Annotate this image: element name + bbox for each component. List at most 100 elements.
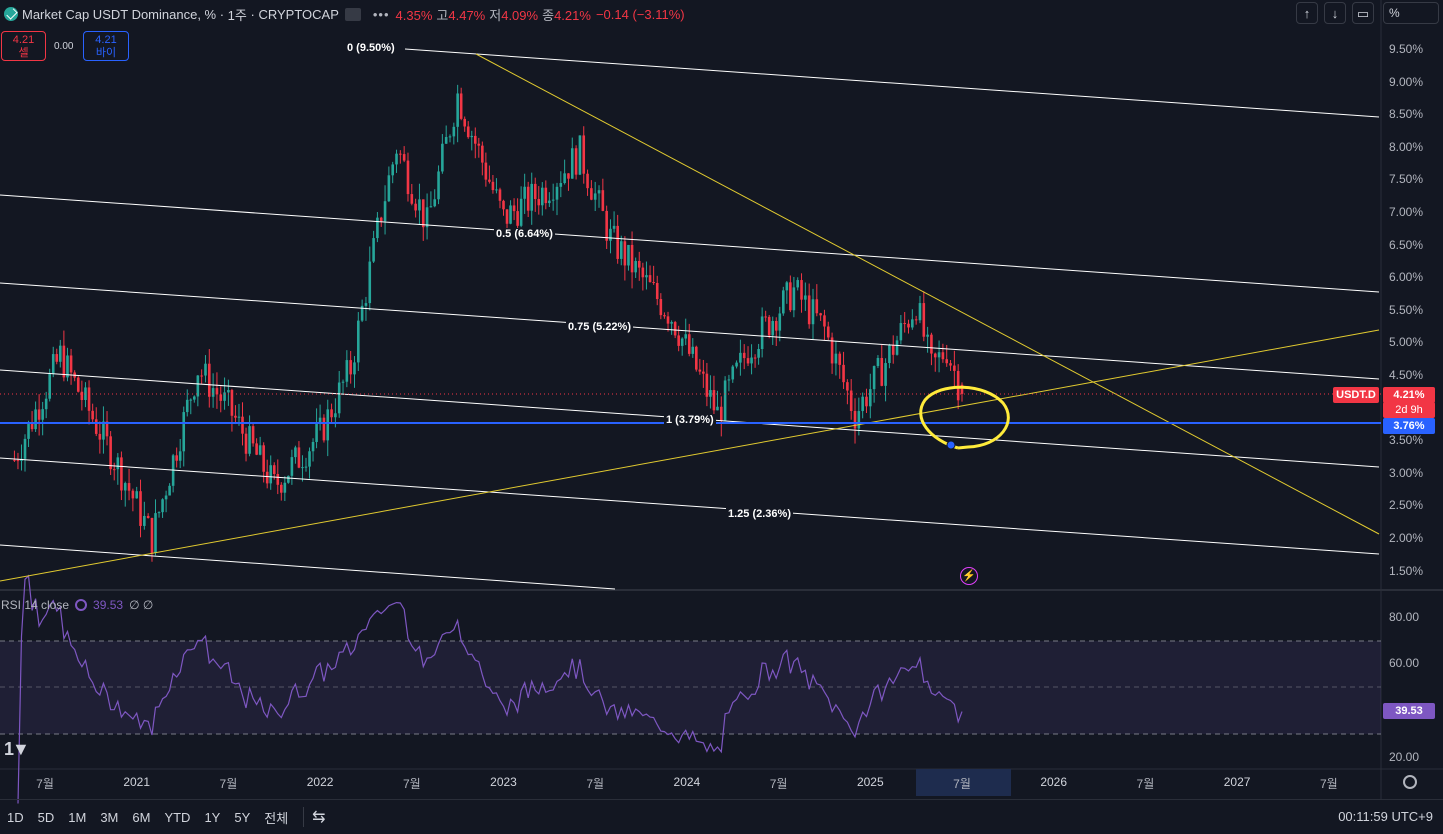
arrow-down-icon[interactable]: ↓ — [1324, 2, 1346, 24]
ascending-trendline[interactable] — [0, 329, 1380, 582]
candle — [109, 436, 112, 470]
candle — [519, 198, 523, 226]
ohlc-value: 4.21% — [554, 7, 591, 23]
candle — [230, 390, 234, 416]
candle — [98, 433, 102, 440]
flash-icon[interactable]: ⚡ — [960, 567, 978, 585]
candle — [789, 282, 792, 311]
candle — [330, 409, 333, 418]
candle — [530, 183, 534, 211]
tradingview-logo-icon[interactable]: 1▼ — [4, 739, 30, 759]
candle — [605, 210, 608, 241]
candle — [204, 363, 207, 376]
candle — [23, 438, 27, 459]
rsi-tick: 20.00 — [1389, 750, 1420, 764]
candle — [582, 135, 586, 174]
time-tick-year: 2024 — [673, 775, 701, 789]
range-button-3m[interactable]: 3M — [100, 809, 119, 825]
sell-button[interactable]: 4.21 셀 — [1, 31, 46, 61]
candle — [62, 345, 66, 378]
range-button-1y[interactable]: 1Y — [204, 809, 221, 825]
range-button-5y[interactable]: 5Y — [234, 809, 251, 825]
buy-button[interactable]: 4.21 바이 — [83, 31, 129, 61]
symbol-legend[interactable]: Market Cap USDT Dominance, % · 1주 · CRYP… — [4, 5, 685, 23]
candle — [105, 421, 109, 437]
candle — [429, 206, 433, 208]
candle — [903, 323, 906, 325]
candle — [215, 388, 219, 395]
rsi-value: 39.53 — [93, 598, 124, 612]
candle — [823, 315, 826, 327]
rsi-legend[interactable]: RSI 14 close 39.53 ∅ ∅ — [1, 598, 153, 612]
settings-gear-icon[interactable] — [1403, 775, 1417, 789]
candle — [872, 366, 876, 390]
candle — [94, 419, 98, 434]
range-button-6m[interactable]: 6M — [132, 809, 151, 825]
fib-line-0[interactable] — [404, 48, 1380, 118]
candle — [627, 244, 630, 266]
fib-line-125[interactable] — [0, 457, 1380, 555]
rsi-tick: 60.00 — [1389, 656, 1420, 670]
price-tick: 5.50% — [1389, 302, 1424, 317]
symbol-tag: USDT.D — [1333, 387, 1379, 403]
interval-label[interactable]: 1주 — [227, 7, 247, 23]
range-button-1d[interactable]: 1D — [7, 809, 24, 825]
fib-line-15[interactable] — [0, 544, 616, 590]
candle — [123, 483, 127, 491]
source-label[interactable]: CRYPTOCAP — [258, 6, 339, 22]
descending-trendline[interactable] — [475, 53, 1380, 535]
candle — [926, 334, 929, 337]
time-tick-year: 2022 — [306, 775, 334, 789]
rsi-path — [17, 574, 963, 804]
change-value: −0.14 (−3.11%) — [595, 6, 685, 22]
candle — [750, 357, 753, 364]
visibility-icon[interactable] — [344, 7, 361, 21]
candle — [516, 211, 519, 226]
ohlc-value: 4.09% — [501, 7, 539, 23]
candle — [574, 148, 578, 175]
candle — [930, 334, 933, 354]
fib-channel[interactable] — [0, 48, 1380, 590]
candle — [297, 447, 301, 468]
goto-date-icon[interactable]: ⇆ — [312, 809, 326, 826]
candle — [709, 390, 712, 397]
rsi-title[interactable]: RSI 14 close — [1, 598, 70, 612]
price-tick: 6.50% — [1389, 237, 1424, 252]
candle — [914, 319, 918, 321]
candle — [326, 409, 330, 441]
candle — [659, 299, 663, 316]
range-button-전체[interactable]: 전체 — [264, 810, 289, 826]
range-button-5d[interactable]: 5D — [37, 809, 55, 825]
candle — [548, 200, 551, 204]
range-button-1m[interactable]: 1M — [68, 809, 87, 825]
candle — [590, 188, 593, 200]
candle — [655, 283, 659, 300]
candle — [670, 322, 673, 324]
candle — [593, 193, 597, 200]
arrow-up-icon[interactable]: ↑ — [1296, 2, 1318, 24]
candle — [673, 322, 677, 336]
symbol-title[interactable]: Market Cap USDT Dominance, % — [22, 6, 217, 22]
candle — [865, 396, 868, 407]
toolbar-divider — [303, 807, 305, 827]
time-tick-month: 7월 — [1136, 777, 1155, 791]
candle — [949, 363, 952, 366]
candle — [533, 183, 537, 200]
fib-line-075[interactable] — [0, 282, 1380, 380]
candle — [406, 160, 410, 195]
compare-icon[interactable]: ▭ — [1352, 2, 1374, 24]
range-button-ytd[interactable]: YTD — [164, 809, 191, 825]
clock-label[interactable]: 00:11:59 UTC+9 — [1338, 809, 1433, 824]
candle — [425, 207, 429, 228]
highlight-ellipse[interactable] — [919, 385, 1010, 450]
candle — [364, 303, 368, 306]
price-tick: 3.00% — [1389, 465, 1424, 480]
candle — [753, 357, 757, 359]
scale-mode-button[interactable]: % — [1383, 2, 1439, 24]
fib-line-05[interactable] — [0, 194, 1380, 293]
candle — [800, 280, 803, 300]
more-options-icon[interactable]: ••• — [372, 6, 390, 22]
rsi-refresh-icon[interactable] — [75, 599, 88, 611]
candle — [933, 353, 937, 358]
